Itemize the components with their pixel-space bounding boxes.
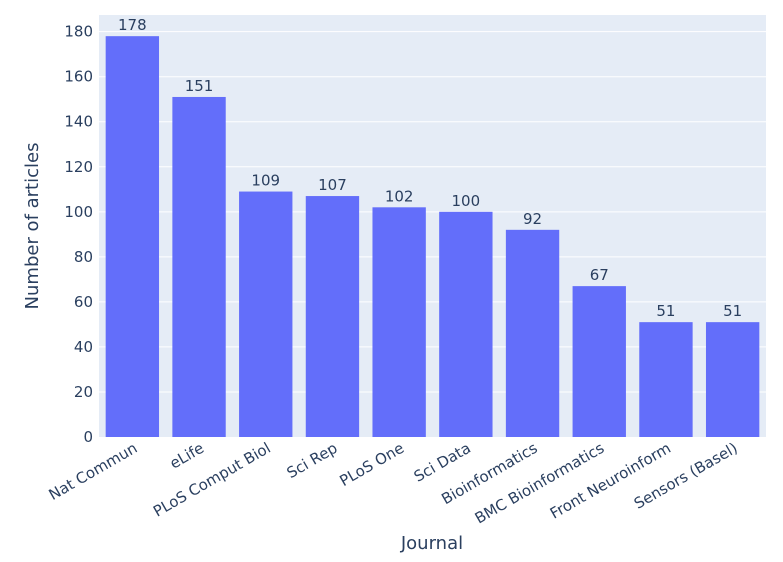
y-tick-label: 0 [83,428,93,446]
x-axis-title: Journal [400,533,463,554]
data-label: 102 [385,187,414,205]
bar [505,229,560,437]
data-label: 178 [118,16,147,34]
bar [105,36,160,438]
data-label: 92 [523,210,542,228]
x-tick-label: Nat Commun [46,439,141,504]
x-tick-label: PLoS One [337,439,408,490]
bar [639,322,693,437]
x-tick-label: Sci Rep [284,439,341,482]
y-axis-title: Number of articles [22,143,43,310]
y-tick-label: 40 [74,338,93,356]
y-tick-label: 180 [64,23,93,41]
data-label: 51 [723,302,742,320]
bar [372,207,426,437]
y-tick-label: 60 [74,293,93,311]
data-label: 51 [656,302,675,320]
y-tick-label: 160 [64,68,93,86]
y-tick-label: 120 [64,158,93,176]
y-tick-label: 20 [74,383,93,401]
data-label: 107 [318,176,347,194]
y-tick-label: 80 [74,248,93,266]
y-tick-label: 100 [64,203,93,221]
bar [172,96,226,437]
data-label: 67 [590,266,609,284]
data-labels: 178 151 109 107 102 100 92 67 51 51 [118,16,742,320]
bar [439,211,493,437]
bar [705,322,760,437]
data-label: 151 [185,77,214,95]
data-label: 100 [452,192,481,210]
x-tick-label: PLoS Comput Biol [150,439,274,521]
bar [239,191,293,437]
bar [572,286,626,437]
x-tick-label: Front Neuroinform [547,439,674,523]
bars [105,36,760,438]
y-axis-ticks: 0 20 40 60 80 100 120 140 160 180 [64,23,93,446]
x-tick-label: eLife [167,439,207,473]
bar [305,196,360,437]
data-label: 109 [251,172,280,190]
y-tick-label: 140 [64,113,93,131]
